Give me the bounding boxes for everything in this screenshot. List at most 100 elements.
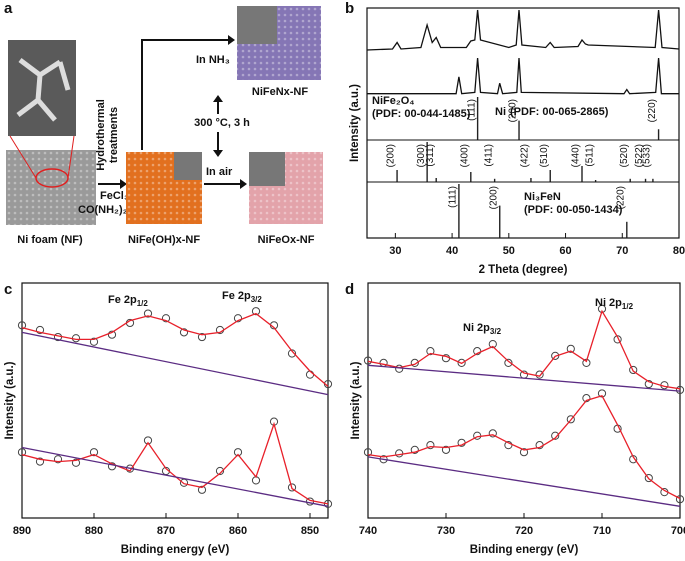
data-point <box>535 370 544 379</box>
hkl-label: (220) <box>615 186 626 209</box>
step-label: FeCl₃ <box>100 190 129 202</box>
x-tick-label: 880 <box>85 525 103 537</box>
data-point <box>441 445 451 454</box>
data-point <box>488 340 497 349</box>
reference-name: Ni <box>495 106 506 118</box>
series-line <box>367 364 681 392</box>
series-line <box>366 9 680 51</box>
data-point <box>644 473 653 483</box>
reference-pdf: (PDF: 00-044-1485) <box>372 108 471 120</box>
peak-label-sub: 1/2 <box>137 299 149 308</box>
data-point <box>35 457 45 466</box>
panel-label: a <box>4 0 13 17</box>
sem-inset <box>174 152 202 180</box>
data-point <box>215 466 225 476</box>
sem-inset <box>249 152 285 186</box>
data-point <box>395 364 404 373</box>
x-tick-label: 730 <box>437 525 455 537</box>
data-point <box>395 449 404 458</box>
data-point <box>675 385 685 395</box>
series-line <box>367 456 681 507</box>
hkl-label: (300) <box>416 144 427 167</box>
data-point <box>287 349 297 358</box>
panel-label: d <box>345 281 354 298</box>
peak-label-sub: 1/2 <box>622 302 634 311</box>
y-axis-label: Intensity (a.u.) <box>4 361 16 439</box>
data-point <box>363 448 373 457</box>
data-point <box>629 365 638 375</box>
x-tick-label: 60 <box>559 245 571 257</box>
x-tick-label: 720 <box>515 525 533 537</box>
series-line <box>21 446 329 507</box>
hkl-label: (400) <box>459 144 470 167</box>
data-point <box>644 379 653 389</box>
node-label: NiFe(OH)x-NF <box>128 234 200 246</box>
hkl-label: (440) <box>571 144 582 167</box>
data-point <box>89 448 99 457</box>
hkl-label: (422) <box>520 144 531 167</box>
arrow <box>141 39 228 150</box>
arrow-head <box>240 179 247 189</box>
reference-name: NiFe₂O₄ <box>372 95 415 107</box>
peak-label-sub: 3/2 <box>490 327 502 336</box>
x-tick-label: 40 <box>446 245 458 257</box>
data-point <box>566 344 575 353</box>
series-line <box>367 57 679 95</box>
data-point <box>582 394 591 403</box>
hkl-label: (220) <box>647 99 658 122</box>
data-point <box>519 448 529 457</box>
data-point <box>473 347 482 356</box>
data-point <box>71 334 81 343</box>
plot-frame <box>21 282 329 519</box>
arrow-head <box>228 35 235 45</box>
data-point <box>363 356 373 365</box>
data-point <box>305 370 315 379</box>
data-point <box>457 358 466 367</box>
x-axis-label: 2 Theta (degree) <box>479 264 568 276</box>
hkl-label: (200) <box>488 186 499 209</box>
arrow-head <box>213 95 223 157</box>
hkl-label: (520) <box>619 144 630 167</box>
reference-name: Ni₃FeN <box>524 191 561 203</box>
data-point <box>675 495 685 504</box>
peak-label: Ni 2p <box>463 322 490 334</box>
data-point <box>566 415 575 424</box>
node-label: NiFeNx-NF <box>252 86 309 98</box>
x-axis-label: Binding energy (eV) <box>121 544 230 556</box>
series-line <box>21 331 329 396</box>
series-line <box>367 395 681 500</box>
hkl-label: (200) <box>508 99 519 122</box>
hkl-label: (533) <box>642 144 653 167</box>
panel-label: b <box>345 0 354 17</box>
data-point <box>107 462 117 471</box>
data-point <box>519 370 529 379</box>
data-point <box>35 325 45 335</box>
data-point <box>143 436 153 445</box>
data-point <box>410 358 419 367</box>
peak-label: Ni 2p <box>595 297 622 309</box>
data-point <box>323 499 333 508</box>
foam-struts <box>16 58 71 122</box>
hkl-label: (111) <box>466 99 477 121</box>
step-label: In NH₃ <box>196 54 230 66</box>
reference-pdf: (PDF: 00-050-1434) <box>524 204 623 216</box>
data-point <box>179 328 189 337</box>
data-point <box>233 448 243 457</box>
y-axis-label: Intensity (a.u.) <box>349 84 361 162</box>
x-tick-label: 740 <box>359 525 377 537</box>
x-tick-label: 710 <box>593 525 611 537</box>
arrow-head <box>120 179 127 189</box>
hkl-label: (311) <box>425 144 436 167</box>
reference-pdf: (PDF: 00-065-2865) <box>510 106 609 118</box>
step-label: Hydrothermal <box>95 99 107 171</box>
data-point <box>551 431 560 440</box>
zoom-lines <box>9 135 75 179</box>
data-point <box>197 485 207 494</box>
x-tick-label: 850 <box>301 525 319 537</box>
hkl-label: (510) <box>539 144 550 167</box>
plot-frame <box>367 282 681 519</box>
series-line <box>21 312 329 387</box>
peak-label-sub: 3/2 <box>251 295 263 304</box>
hkl-label: (511) <box>584 144 595 167</box>
